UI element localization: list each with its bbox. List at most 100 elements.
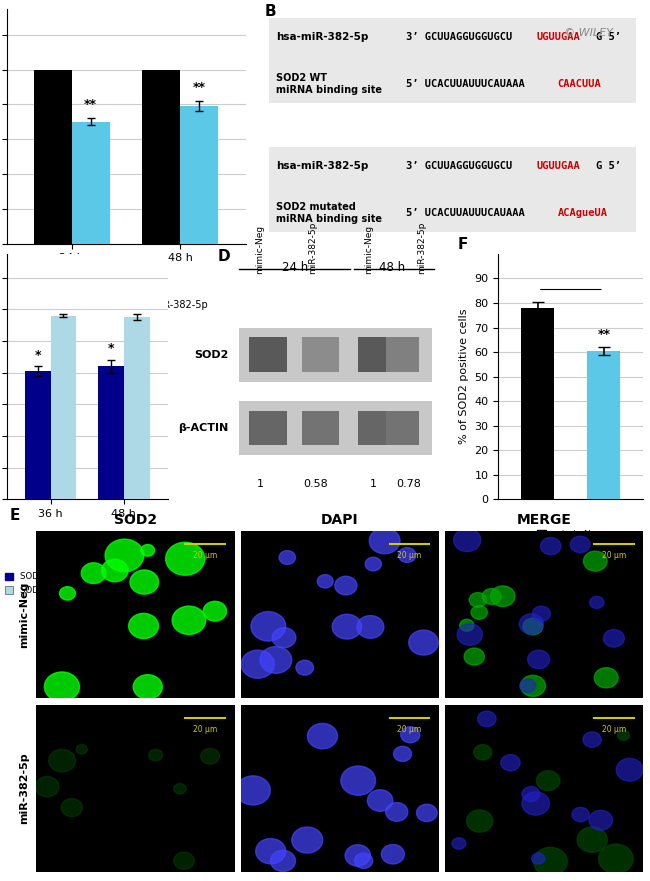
Circle shape <box>618 730 630 740</box>
Circle shape <box>255 839 286 864</box>
FancyBboxPatch shape <box>302 411 339 445</box>
Circle shape <box>474 744 492 760</box>
Circle shape <box>203 602 227 621</box>
Text: 5’ UCACUUAUUUCAUAAA: 5’ UCACUUAUUUCAUAAA <box>406 79 525 89</box>
Circle shape <box>332 614 361 639</box>
Circle shape <box>166 542 205 575</box>
Circle shape <box>385 803 408 821</box>
Circle shape <box>105 539 144 572</box>
Text: UGUUGAA: UGUUGAA <box>536 161 580 171</box>
Circle shape <box>393 746 411 761</box>
Circle shape <box>417 804 437 822</box>
Circle shape <box>520 679 536 692</box>
Circle shape <box>270 850 296 871</box>
Circle shape <box>201 748 220 764</box>
Text: MERGE: MERGE <box>517 514 572 528</box>
Circle shape <box>478 711 496 727</box>
Circle shape <box>528 650 550 669</box>
FancyBboxPatch shape <box>385 411 419 445</box>
Circle shape <box>452 838 466 849</box>
Circle shape <box>398 548 416 562</box>
Text: UGUUGAA: UGUUGAA <box>536 32 580 41</box>
Text: miR-382-5p: miR-382-5p <box>19 752 29 825</box>
Circle shape <box>460 619 474 632</box>
Text: 20 μm: 20 μm <box>602 551 626 559</box>
Circle shape <box>357 616 384 639</box>
Circle shape <box>541 537 561 555</box>
Circle shape <box>129 613 159 639</box>
Bar <box>72 122 110 243</box>
Circle shape <box>76 744 87 754</box>
Circle shape <box>577 827 607 852</box>
Circle shape <box>279 551 296 565</box>
Text: 1: 1 <box>257 479 264 490</box>
Circle shape <box>241 650 274 678</box>
FancyBboxPatch shape <box>358 337 396 372</box>
Circle shape <box>519 614 543 634</box>
Text: 20 μm: 20 μm <box>602 725 626 734</box>
FancyBboxPatch shape <box>302 337 339 372</box>
Circle shape <box>491 586 515 606</box>
Text: 5’ UCACUUAUUUCAUAAA: 5’ UCACUUAUUUCAUAAA <box>406 208 525 218</box>
Circle shape <box>272 627 296 648</box>
Circle shape <box>536 771 560 790</box>
Circle shape <box>594 668 618 688</box>
Circle shape <box>464 648 484 665</box>
Circle shape <box>522 792 549 815</box>
Bar <box>25 371 51 500</box>
Circle shape <box>482 589 501 604</box>
Text: **: ** <box>84 99 98 111</box>
Text: hsa-miR-382-5p: hsa-miR-382-5p <box>276 32 369 41</box>
Text: SOD2 mutated
miRNA binding site: SOD2 mutated miRNA binding site <box>276 202 382 225</box>
Circle shape <box>400 727 420 743</box>
Text: 20 μm: 20 μm <box>397 551 421 559</box>
Text: *: * <box>108 342 114 355</box>
Bar <box>98 366 124 500</box>
Circle shape <box>354 853 372 869</box>
Text: E: E <box>10 507 20 522</box>
FancyBboxPatch shape <box>358 411 396 445</box>
Circle shape <box>335 576 357 595</box>
Circle shape <box>292 827 322 853</box>
Circle shape <box>60 587 75 600</box>
Circle shape <box>174 852 194 870</box>
Circle shape <box>236 776 270 805</box>
Text: ACAgueUA: ACAgueUA <box>558 208 608 218</box>
Circle shape <box>49 749 75 772</box>
Text: CAACUUA: CAACUUA <box>558 79 601 89</box>
Text: G 5’: G 5’ <box>595 32 621 41</box>
Text: 48 h: 48 h <box>379 262 405 274</box>
Circle shape <box>471 605 488 619</box>
Legend: mimic-Neg, miR-382-5p: mimic-Neg, miR-382-5p <box>40 296 212 314</box>
Circle shape <box>149 750 162 761</box>
Text: hsa-miR-382-5p: hsa-miR-382-5p <box>276 161 369 171</box>
Circle shape <box>101 559 128 581</box>
Text: © WILEY: © WILEY <box>564 27 613 38</box>
Circle shape <box>532 606 551 621</box>
Text: **: ** <box>597 328 610 341</box>
Text: 1: 1 <box>369 479 376 490</box>
Text: 20 μm: 20 μm <box>193 725 217 734</box>
Circle shape <box>583 732 601 747</box>
Text: SOD2: SOD2 <box>114 514 157 528</box>
Circle shape <box>133 675 162 700</box>
Text: **: ** <box>193 81 206 94</box>
FancyBboxPatch shape <box>239 401 432 455</box>
Circle shape <box>174 783 186 794</box>
Circle shape <box>570 537 590 553</box>
Text: 3’ GCUUAGGUGGUGCU: 3’ GCUUAGGUGGUGCU <box>406 32 513 41</box>
Text: mimic-Neg: mimic-Neg <box>365 225 374 274</box>
Circle shape <box>341 766 376 796</box>
Circle shape <box>409 630 438 655</box>
Circle shape <box>603 630 624 648</box>
Text: SOD2: SOD2 <box>194 350 228 359</box>
Circle shape <box>469 593 486 607</box>
Bar <box>51 315 76 500</box>
Circle shape <box>590 596 604 609</box>
Text: 3’ GCUUAGGUGGUGCU: 3’ GCUUAGGUGGUGCU <box>406 161 513 171</box>
Text: 0.58: 0.58 <box>303 479 328 490</box>
Bar <box>588 351 620 500</box>
Circle shape <box>141 544 155 556</box>
Text: *: * <box>34 349 41 361</box>
Text: miR-382-5p: miR-382-5p <box>308 221 317 274</box>
